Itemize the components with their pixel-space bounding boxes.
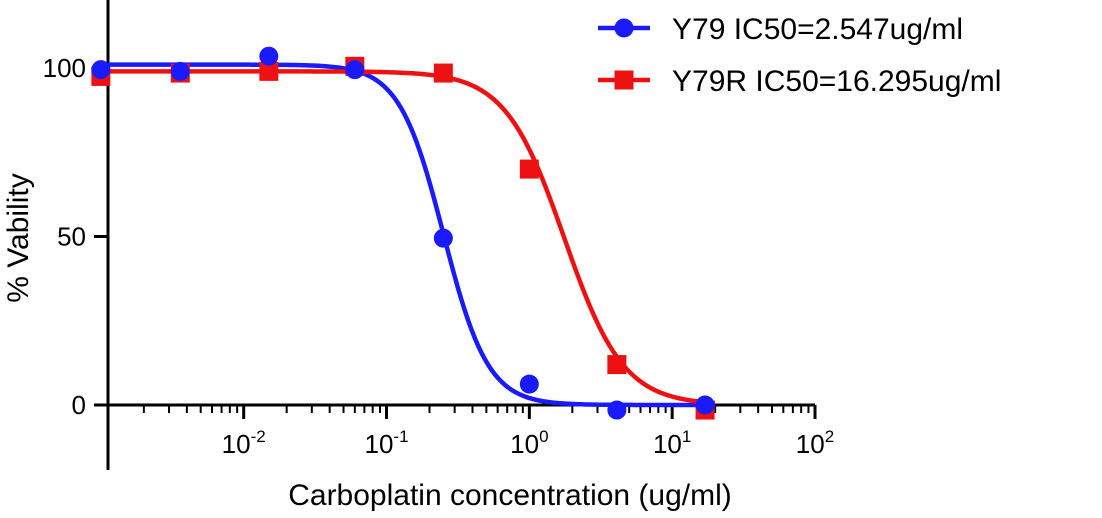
legend: Y79 IC50=2.547ug/ml Y79R IC50=16.295ug/ml	[598, 13, 1001, 98]
data-point-y79	[433, 228, 453, 248]
data-markers	[91, 46, 715, 420]
x-tick-label: 102	[796, 427, 834, 459]
data-point-y79	[607, 400, 627, 420]
x-tick-label: 101	[653, 427, 691, 459]
legend-label: Y79 IC50=2.547ug/ml	[672, 13, 963, 46]
tick-labels: 0 50 100 10-2 10-1 100 101 102	[43, 53, 835, 459]
x-tick-label: 10-2	[222, 427, 266, 459]
data-point-y79r	[519, 159, 539, 179]
y-tick-label: 50	[57, 222, 86, 252]
y-axis-title: % Vability	[2, 173, 35, 303]
data-point-y79	[259, 46, 279, 66]
legend-label: Y79R IC50=16.295ug/ml	[672, 65, 1001, 98]
legend-marker	[614, 70, 634, 90]
x-tick-label: 100	[510, 427, 548, 459]
legend-marker	[614, 18, 634, 38]
data-point-y79	[519, 374, 539, 394]
data-point-y79r	[433, 63, 453, 83]
data-point-y79	[170, 61, 190, 81]
fit-curve-y79r	[108, 69, 716, 406]
x-tick-label: 10-1	[364, 427, 408, 459]
x-axis-title: Carboplatin concentration (ug/ml)	[288, 479, 732, 512]
fit-curve-y79	[108, 62, 716, 408]
y-tick-label: 0	[72, 390, 86, 420]
data-point-y79	[345, 60, 365, 80]
y-tick-label: 100	[43, 53, 86, 83]
data-point-y79r	[259, 61, 279, 81]
data-point-y79	[695, 395, 715, 415]
data-point-y79	[91, 60, 111, 80]
data-point-y79r	[607, 355, 627, 375]
fit-curves	[108, 62, 716, 408]
